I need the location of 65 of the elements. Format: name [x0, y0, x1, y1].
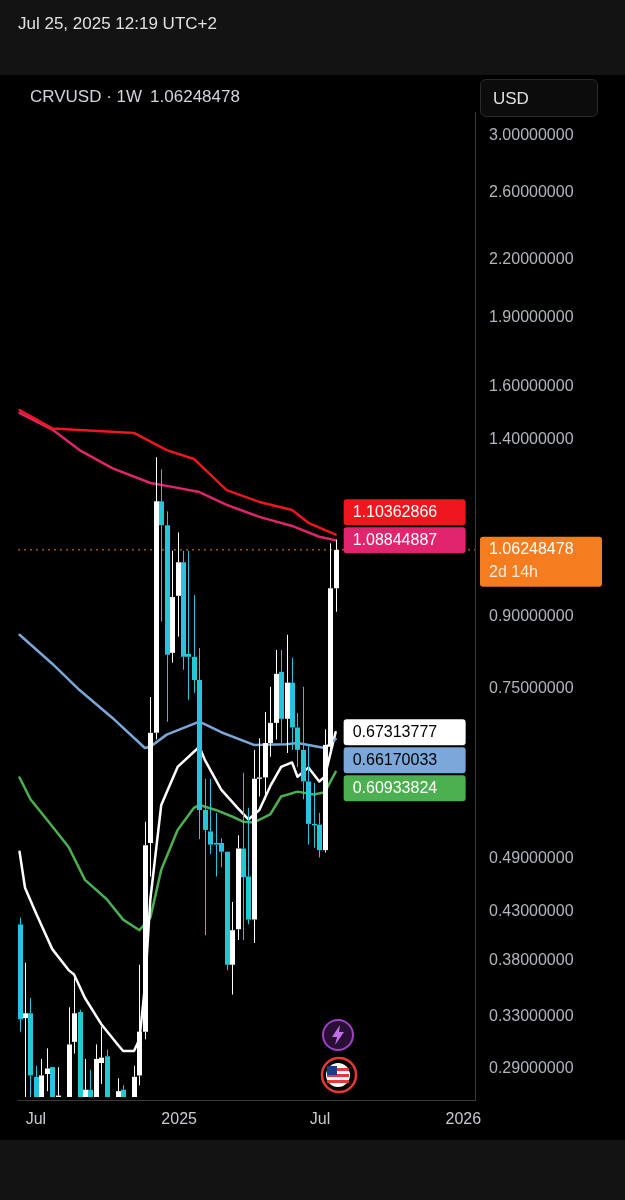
- candlestick: [165, 510, 170, 723]
- data-label: 0.67313777: [352, 722, 438, 740]
- y-tick-label: 2.60000000: [489, 182, 574, 200]
- candlestick: [88, 1069, 93, 1098]
- data-label: 0.66170033: [352, 750, 438, 768]
- x-tick-label: 2025: [161, 1110, 198, 1128]
- y-tick-label: 1.90000000: [489, 308, 574, 326]
- candlestick: [78, 1009, 83, 1098]
- candlestick: [301, 686, 306, 800]
- y-tick-label: 0.75000000: [489, 679, 574, 697]
- x-tick-label: Jul: [25, 1110, 47, 1128]
- data-label: 0.60933824: [352, 778, 438, 796]
- y-tick-label: 0.43000000: [489, 901, 574, 919]
- y-tick-label: 1.40000000: [489, 430, 574, 448]
- candlestick: [252, 749, 257, 944]
- candlestick: [285, 634, 290, 754]
- candlestick: [225, 851, 230, 971]
- y-tick-label: 0.38000000: [489, 950, 574, 968]
- data-label: 1.10362866: [352, 502, 438, 520]
- candlestick: [290, 657, 295, 751]
- candlestick: [132, 1065, 137, 1098]
- candlestick: [83, 1058, 88, 1098]
- x-tick-label: Jul: [309, 1110, 331, 1128]
- candlestick: [154, 456, 159, 740]
- candlestick: [67, 1006, 72, 1098]
- candlestick: [121, 1084, 126, 1098]
- candlestick: [274, 649, 279, 740]
- y-tick-label: 1.60000000: [489, 376, 574, 394]
- text: Jul 25, 2025 12:19 UTC+2: [18, 14, 217, 34]
- candlestick: [334, 539, 339, 613]
- text: 2d 14h: [489, 563, 538, 581]
- y-tick-label: 0.90000000: [489, 606, 574, 624]
- y-tick-label: 2.20000000: [489, 249, 574, 267]
- candlestick: [45, 1047, 50, 1092]
- candlestick: [143, 821, 148, 1040]
- y-tick-label: 0.49000000: [489, 849, 574, 867]
- candlestick: [192, 594, 197, 694]
- y-tick-label: 3.00000000: [489, 125, 574, 143]
- candlestick: [230, 901, 235, 996]
- candlestick: [197, 647, 202, 840]
- candlestick: [295, 712, 300, 768]
- candlestick: [317, 812, 322, 858]
- candlestick: [257, 737, 262, 797]
- data-label: 1.08844887: [352, 530, 438, 548]
- x-tick-label: 2026: [445, 1110, 482, 1128]
- text: USD: [480, 79, 598, 117]
- chart-title: CRVUSD · 1W: [30, 87, 143, 106]
- candlestick: [268, 686, 273, 758]
- ref-line-label: 1.06248478: [489, 540, 574, 558]
- candlestick: [34, 1065, 39, 1098]
- candlestick: [159, 468, 164, 623]
- candlestick: [236, 834, 241, 941]
- candlestick: [23, 962, 28, 1098]
- y-tick-label: 0.33000000: [489, 1007, 574, 1025]
- candlestick: [18, 917, 23, 1033]
- candlestick: [39, 1058, 44, 1098]
- candlestick: [279, 649, 284, 744]
- candlestick: [28, 997, 33, 1098]
- candlestick: [170, 550, 175, 664]
- candlestick: [203, 778, 208, 936]
- candlestick: [176, 531, 181, 638]
- candlestick: [306, 744, 311, 846]
- chart-subtitle: 1.06248478: [150, 87, 240, 106]
- y-tick-label: 0.29000000: [489, 1058, 574, 1076]
- candlestick: [116, 1077, 121, 1098]
